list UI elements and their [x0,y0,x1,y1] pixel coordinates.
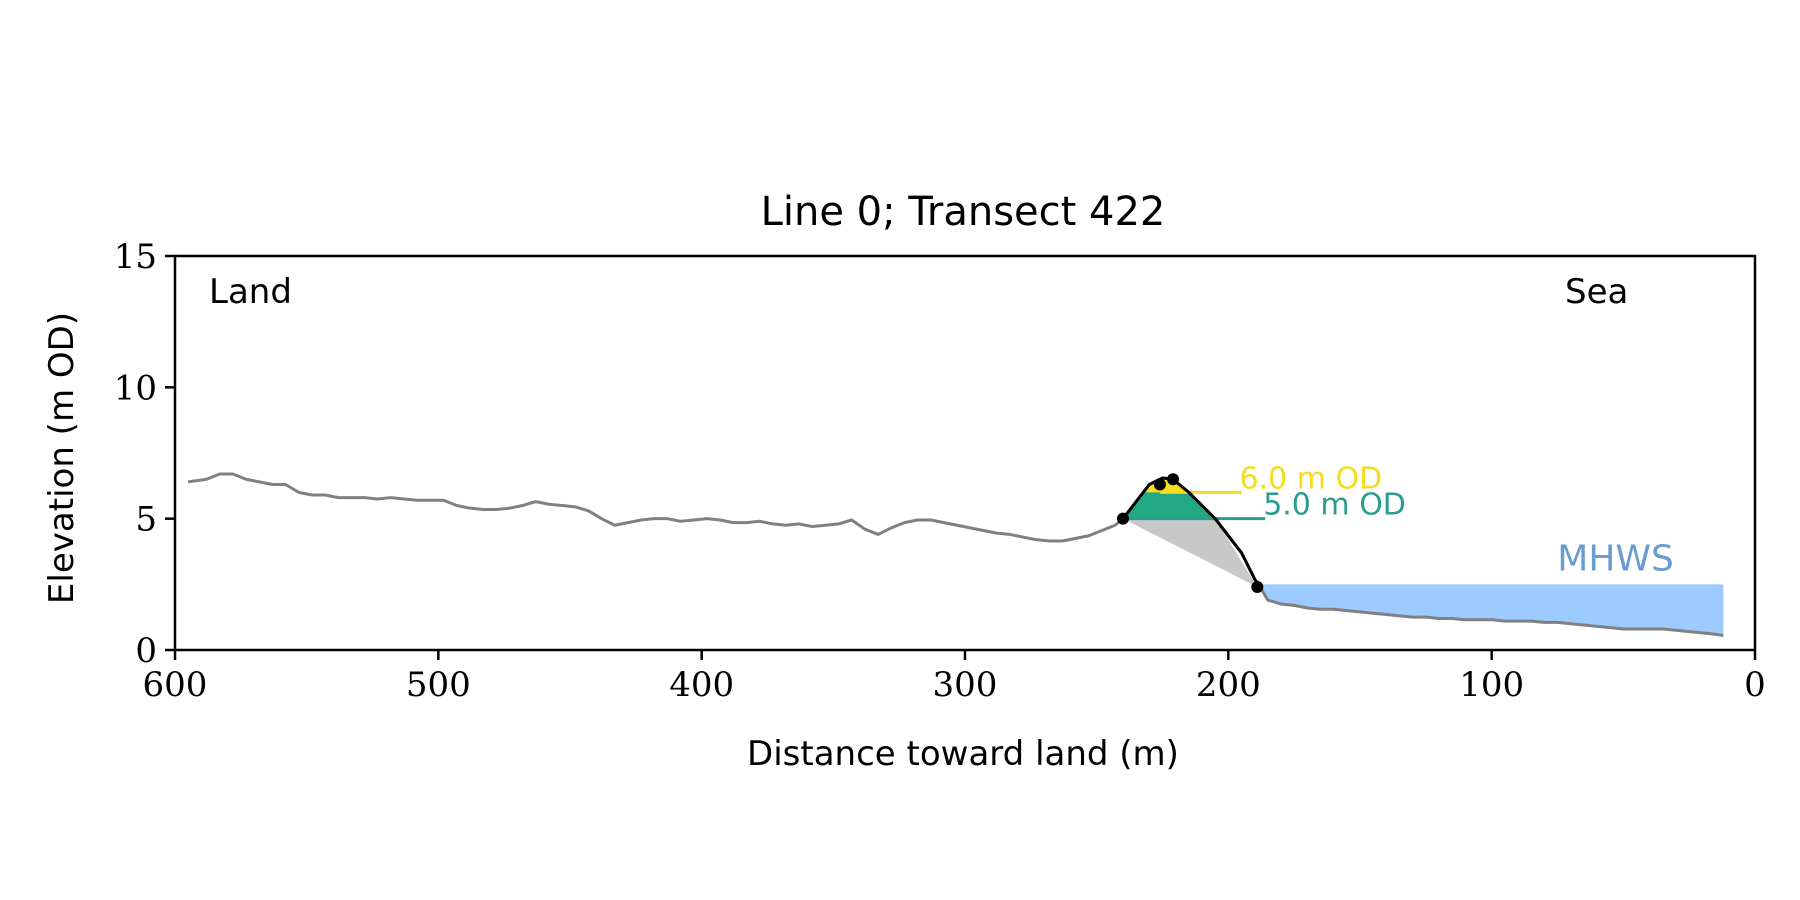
dune-marker-3 [1251,580,1264,593]
dune-marker-0 [1117,512,1129,525]
dune-toe-fill [1123,518,1258,587]
level-fill-1 [1123,477,1216,519]
land-label: Land [209,272,292,312]
terrain-profile-line [187,472,1724,638]
y-axis-label: Elevation (m OD) [42,312,82,604]
y-tick-label-1: 5 [135,500,157,540]
chart-title: Line 0; Transect 422 [761,189,1166,235]
x-tick-label-3: 300 [933,665,998,705]
level-label-0: 6.0 m OD [1240,461,1383,496]
x-axis-label: Distance toward land (m) [747,734,1179,774]
sea-label: Sea [1565,272,1628,312]
y-tick-label-3: 15 [114,237,157,277]
x-tick-label-2: 400 [669,665,734,705]
mhws-water-fill [1257,584,1724,636]
y-tick-label-0: 0 [135,631,157,671]
dune-outline-line [1121,476,1262,588]
y-tick-label-2: 10 [114,368,157,408]
mhws-label: MHWS [1557,538,1674,579]
plot-area: 6.0 m OD5.0 m OD MHWS 600 500 400 300 200 100 0 0… [114,237,1766,705]
x-tick-label-6: 0 [1744,665,1766,705]
x-tick-label-0: 600 [143,665,208,705]
dune-marker-1 [1153,478,1166,491]
x-tick-label-4: 200 [1196,665,1261,705]
dune-marker-2 [1167,473,1180,486]
level-label-1: 5.0 m OD [1263,488,1406,523]
x-tick-label-1: 500 [406,665,471,705]
x-tick-label-5: 100 [1459,665,1524,705]
